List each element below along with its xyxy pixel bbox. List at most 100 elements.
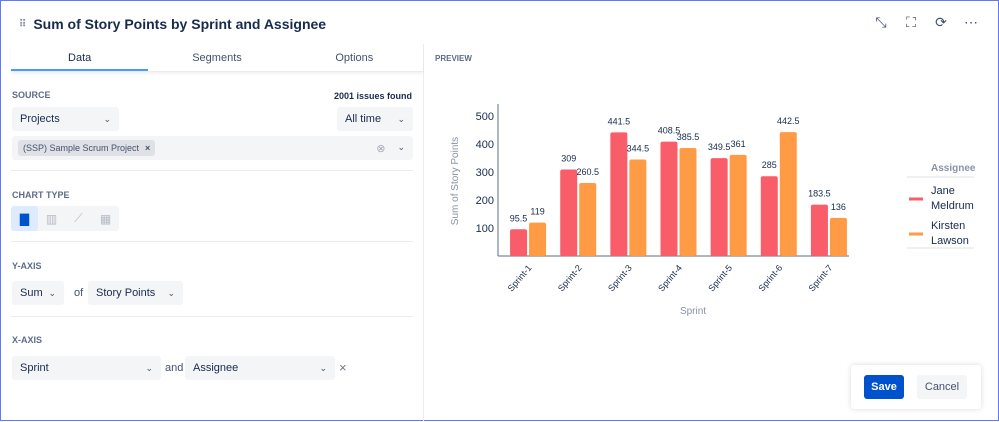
tab-segments[interactable]: Segments (192, 52, 242, 64)
bar-kirsten (729, 154, 747, 256)
bar-jane (510, 229, 528, 256)
divider (11, 316, 413, 317)
bar-kirsten (629, 159, 647, 256)
collapse-icon[interactable]: ⤡ (875, 14, 887, 30)
y-tick-label: 300 (476, 167, 494, 179)
data-label: 441.5 (608, 116, 631, 126)
page-title: Sum of Story Points by Sprint and Assign… (33, 16, 327, 32)
project-select[interactable]: (SSP) Sample Scrum Project × ⊗ ⌄ (12, 136, 413, 160)
aggregation-select[interactable]: Sum ⌄ (12, 281, 64, 305)
data-label: 95.5 (510, 213, 528, 223)
chevron-down-icon: ⌄ (167, 287, 175, 298)
chevron-down-icon: ⌄ (319, 362, 327, 373)
remove-group-icon[interactable]: × (339, 360, 347, 375)
drag-handle-icon[interactable]: ⠿ (19, 18, 26, 30)
chart-type-label: CHART TYPE (12, 190, 70, 200)
header: ⠿ Sum of Story Points by Sprint and Assi… (19, 16, 326, 32)
divider (11, 170, 413, 171)
preview-label: PREVIEW (435, 54, 472, 63)
legend-label: Lawson (931, 235, 969, 247)
bar-jane (810, 204, 828, 256)
bar-chart-icon[interactable]: ▇ (11, 206, 38, 231)
bar-kirsten (679, 148, 697, 256)
chart-type-selector: ▇ ▥ ⟋ ▦ (11, 206, 119, 231)
data-label: 119 (530, 207, 544, 217)
aggregation-value: Sum (20, 287, 43, 299)
tab-bar: Data Segments Options (11, 44, 423, 72)
data-label: 344.5 (627, 144, 650, 154)
bar-jane (560, 169, 578, 256)
data-label: 136 (831, 202, 846, 212)
of-text: of (74, 287, 84, 299)
x-tick-label: Sprint-7 (807, 263, 835, 294)
header-actions: ⤡ ⛶ ⟳ ⋯ (872, 14, 980, 31)
source-type-value: Projects (20, 113, 60, 125)
data-label: 260.5 (576, 167, 599, 177)
line-chart-icon[interactable]: ⟋ (74, 211, 83, 225)
x-axis-title: Sprint (680, 306, 706, 317)
cancel-button[interactable]: Cancel (917, 375, 967, 399)
source-label: SOURCE (12, 90, 51, 100)
data-label: 285 (762, 160, 777, 170)
x-field-value: Sprint (20, 362, 49, 374)
bar-kirsten (779, 132, 797, 256)
y-tick-label: 200 (476, 195, 494, 207)
bar-jane (710, 158, 728, 256)
y-field-select[interactable]: Story Points ⌄ (88, 281, 183, 305)
group-field-value: Assignee (193, 362, 239, 374)
tab-options[interactable]: Options (335, 52, 374, 64)
x-tick-label: Sprint-1 (506, 263, 534, 294)
bar-jane (610, 132, 628, 256)
y-axis-label: Y-AXIS (12, 261, 42, 271)
time-range-select[interactable]: All time ⌄ (337, 107, 413, 131)
bar-kirsten (579, 183, 597, 256)
more-icon[interactable]: ⋯ (964, 14, 978, 30)
project-tag-label: (SSP) Sample Scrum Project (23, 143, 140, 153)
source-type-select[interactable]: Projects ⌄ (12, 107, 119, 131)
bar-jane (660, 141, 678, 256)
data-label: 385.5 (677, 132, 700, 142)
bar-kirsten (529, 222, 547, 256)
chevron-down-icon: ⌄ (103, 113, 111, 124)
time-range-value: All time (345, 113, 382, 125)
chevron-down-icon[interactable]: ⌄ (397, 141, 405, 152)
chevron-down-icon: ⌄ (145, 362, 153, 373)
data-label: 361 (731, 139, 746, 149)
data-label: 408.5 (658, 126, 681, 136)
config-panel: Data Segments Options SOURCE 2001 issues… (1, 44, 424, 421)
table-icon[interactable]: ▦ (99, 211, 112, 226)
x-tick-label: Sprint-4 (656, 263, 684, 294)
data-label: 309 (561, 153, 576, 163)
data-label: 442.5 (777, 116, 800, 126)
x-tick-label: Sprint-6 (756, 263, 784, 294)
bar-jane (760, 176, 778, 256)
x-tick-label: Sprint-5 (706, 263, 734, 294)
data-label: 183.5 (808, 189, 831, 199)
save-button[interactable]: Save (864, 375, 904, 399)
tab-data[interactable]: Data (11, 44, 149, 71)
issues-count: 2001 issues found (333, 91, 412, 101)
legend-title: Assignee (931, 163, 976, 174)
y-tick-label: 500 (476, 111, 494, 123)
y-tick-label: 100 (476, 223, 494, 235)
project-tag: (SSP) Sample Scrum Project × (18, 140, 156, 156)
legend-label: Kirsten (931, 220, 965, 232)
group-field-select[interactable]: Assignee ⌄ (185, 356, 335, 380)
divider (11, 241, 413, 242)
bar-kirsten (829, 217, 847, 256)
data-label: 349.5 (708, 142, 731, 152)
legend-label: Meldrum (931, 200, 974, 212)
legend-label: Jane (931, 185, 955, 197)
clear-icon[interactable]: ⊗ (376, 142, 386, 155)
x-tick-label: Sprint-2 (556, 263, 584, 294)
and-text: and (165, 362, 184, 374)
y-axis-title: Sum of Story Points (450, 137, 461, 225)
refresh-icon[interactable]: ⟳ (935, 14, 947, 30)
grouped-bar-chart-icon[interactable]: ▥ (45, 211, 58, 226)
remove-tag-icon[interactable]: × (145, 143, 151, 153)
x-field-select[interactable]: Sprint ⌄ (12, 356, 161, 380)
fullscreen-icon[interactable]: ⛶ (906, 14, 916, 30)
x-tick-label: Sprint-3 (606, 263, 634, 294)
x-axis-label: X-AXIS (12, 335, 43, 345)
